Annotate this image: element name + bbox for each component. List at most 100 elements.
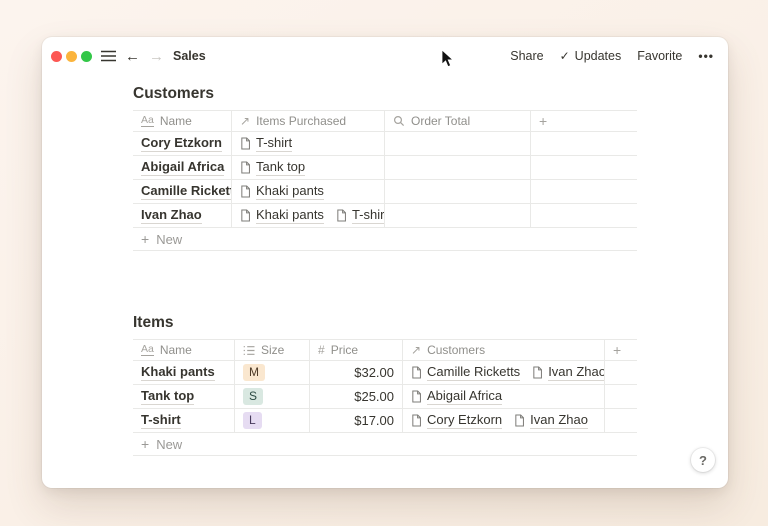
cell-items-purchased[interactable]: Khaki pants — [232, 180, 385, 203]
relation-chip[interactable]: Camille Ricketts — [411, 364, 521, 382]
items-database-title[interactable]: Items — [133, 314, 174, 331]
updates-button[interactable]: ✓ Updates — [560, 49, 622, 63]
customers-database-title[interactable]: Customers — [133, 85, 214, 102]
cell-price[interactable]: $17.00 — [310, 409, 403, 432]
column-header-name[interactable]: Aa Name — [133, 340, 235, 360]
cell-customers[interactable]: Camille Ricketts Ivan Zhao — [403, 361, 605, 384]
table-row: Camille Ricketts Khaki pants — [133, 180, 637, 204]
cell-name[interactable]: T-shirt — [133, 409, 235, 432]
relation-property-icon: ↗ — [240, 114, 251, 128]
cell-name[interactable]: Khaki pants — [133, 361, 235, 384]
forward-button[interactable]: → — [149, 47, 164, 65]
titlebar: ← → Sales Share ✓ Updates Favorite ••• — [42, 43, 728, 69]
plus-icon: + — [141, 436, 150, 452]
cell-price[interactable]: $32.00 — [310, 361, 403, 384]
cell-order-total[interactable] — [385, 204, 531, 227]
plus-icon: + — [613, 342, 622, 358]
add-column-button[interactable]: + — [531, 111, 637, 131]
cell-items-purchased[interactable]: T-shirt — [232, 132, 385, 155]
customers-header-row: Aa Name ↗ Items Purchased Order Total + — [133, 110, 637, 132]
back-button[interactable]: ← — [125, 47, 140, 65]
help-button[interactable]: ? — [691, 448, 715, 472]
cell-size[interactable]: L — [235, 409, 310, 432]
relation-chip[interactable]: Ivan Zhao — [514, 412, 588, 430]
add-new-row-button[interactable]: + New — [133, 228, 637, 251]
cell-customers[interactable]: Abigail Africa — [403, 385, 605, 408]
updates-label: Updates — [574, 49, 622, 63]
size-badge[interactable]: L — [243, 412, 262, 429]
page-icon — [533, 366, 543, 379]
check-icon: ✓ — [559, 49, 570, 63]
select-list-icon — [243, 345, 255, 356]
mouse-cursor — [441, 49, 454, 68]
customers-table: Aa Name ↗ Items Purchased Order Total + … — [133, 110, 637, 251]
relation-chip[interactable]: Khaki pants — [240, 207, 324, 225]
column-header-order-total[interactable]: Order Total — [385, 111, 531, 131]
share-button[interactable]: Share — [510, 49, 544, 63]
cell-name[interactable]: Ivan Zhao — [133, 204, 232, 227]
cell-items-purchased[interactable]: Tank top — [232, 156, 385, 179]
title-property-icon: Aa — [141, 342, 154, 356]
cell-name[interactable]: Cory Etzkorn — [133, 132, 232, 155]
app-window: ← → Sales Share ✓ Updates Favorite ••• C… — [42, 37, 728, 488]
relation-chip[interactable]: Tank top — [240, 159, 306, 177]
size-badge[interactable]: M — [243, 364, 265, 381]
title-property-icon: Aa — [141, 113, 154, 127]
cell-name[interactable]: Tank top — [133, 385, 235, 408]
more-options-button[interactable]: ••• — [698, 49, 714, 63]
relation-chip[interactable]: Cory Etzkorn — [411, 412, 503, 430]
table-row: Tank top S $25.00 Abigail Africa — [133, 385, 637, 409]
cell-blank — [531, 180, 637, 203]
cell-blank — [605, 385, 637, 408]
relation-chip[interactable]: Khaki pants — [240, 183, 324, 201]
cell-blank — [531, 204, 637, 227]
plus-icon: + — [141, 231, 150, 247]
favorite-button[interactable]: Favorite — [637, 49, 683, 63]
minimize-window-button[interactable] — [66, 50, 77, 62]
relation-property-icon: ↗ — [411, 343, 422, 357]
add-new-row-button[interactable]: + New — [133, 433, 637, 456]
table-row: Ivan Zhao Khaki pants T-shirt — [133, 204, 637, 228]
relation-chip[interactable]: T-shirt — [336, 207, 384, 225]
cell-order-total[interactable] — [385, 132, 531, 155]
close-window-button[interactable] — [51, 50, 62, 62]
column-header-customers[interactable]: ↗ Customers — [403, 340, 605, 360]
page-icon — [412, 390, 421, 403]
cell-size[interactable]: S — [235, 385, 310, 408]
cell-customers[interactable]: Cory Etzkorn Ivan Zhao — [403, 409, 605, 432]
page-icon — [241, 209, 250, 222]
rollup-magnifier-icon — [393, 115, 405, 127]
zoom-window-button[interactable] — [81, 50, 92, 62]
page-icon — [241, 137, 250, 150]
relation-chip[interactable]: T-shirt — [240, 135, 293, 153]
sidebar-menu-icon[interactable] — [101, 50, 116, 62]
plus-icon: + — [539, 113, 548, 129]
relation-chip[interactable]: Abigail Africa — [411, 388, 503, 406]
column-header-price[interactable]: # Price — [310, 340, 403, 360]
page-icon — [412, 366, 421, 379]
table-row: Khaki pants M $32.00 Camille Ricketts Iv… — [133, 361, 637, 385]
cell-size[interactable]: M — [235, 361, 310, 384]
cell-order-total[interactable] — [385, 180, 531, 203]
page-title[interactable]: Sales — [173, 49, 206, 63]
cell-items-purchased[interactable]: Khaki pants T-shirt — [232, 204, 385, 227]
column-header-name[interactable]: Aa Name — [133, 111, 232, 131]
page-icon — [241, 185, 250, 198]
page-icon — [515, 414, 525, 427]
items-table: Aa Name Size # Price ↗ Customers + — [133, 339, 637, 456]
cell-blank — [531, 156, 637, 179]
page-icon — [412, 414, 421, 427]
column-header-items-purchased[interactable]: ↗ Items Purchased — [232, 111, 385, 131]
cell-price[interactable]: $25.00 — [310, 385, 403, 408]
add-column-button[interactable]: + — [605, 340, 637, 360]
table-row: Abigail Africa Tank top — [133, 156, 637, 180]
column-header-size[interactable]: Size — [235, 340, 310, 360]
relation-chip[interactable]: Ivan Zhao — [532, 364, 604, 382]
size-badge[interactable]: S — [243, 388, 264, 405]
cell-blank — [605, 409, 637, 432]
cell-name[interactable]: Abigail Africa — [133, 156, 232, 179]
cell-order-total[interactable] — [385, 156, 531, 179]
number-property-icon: # — [318, 343, 325, 357]
cell-name[interactable]: Camille Ricketts — [133, 180, 232, 203]
titlebar-actions: Share ✓ Updates Favorite ••• — [510, 49, 714, 63]
